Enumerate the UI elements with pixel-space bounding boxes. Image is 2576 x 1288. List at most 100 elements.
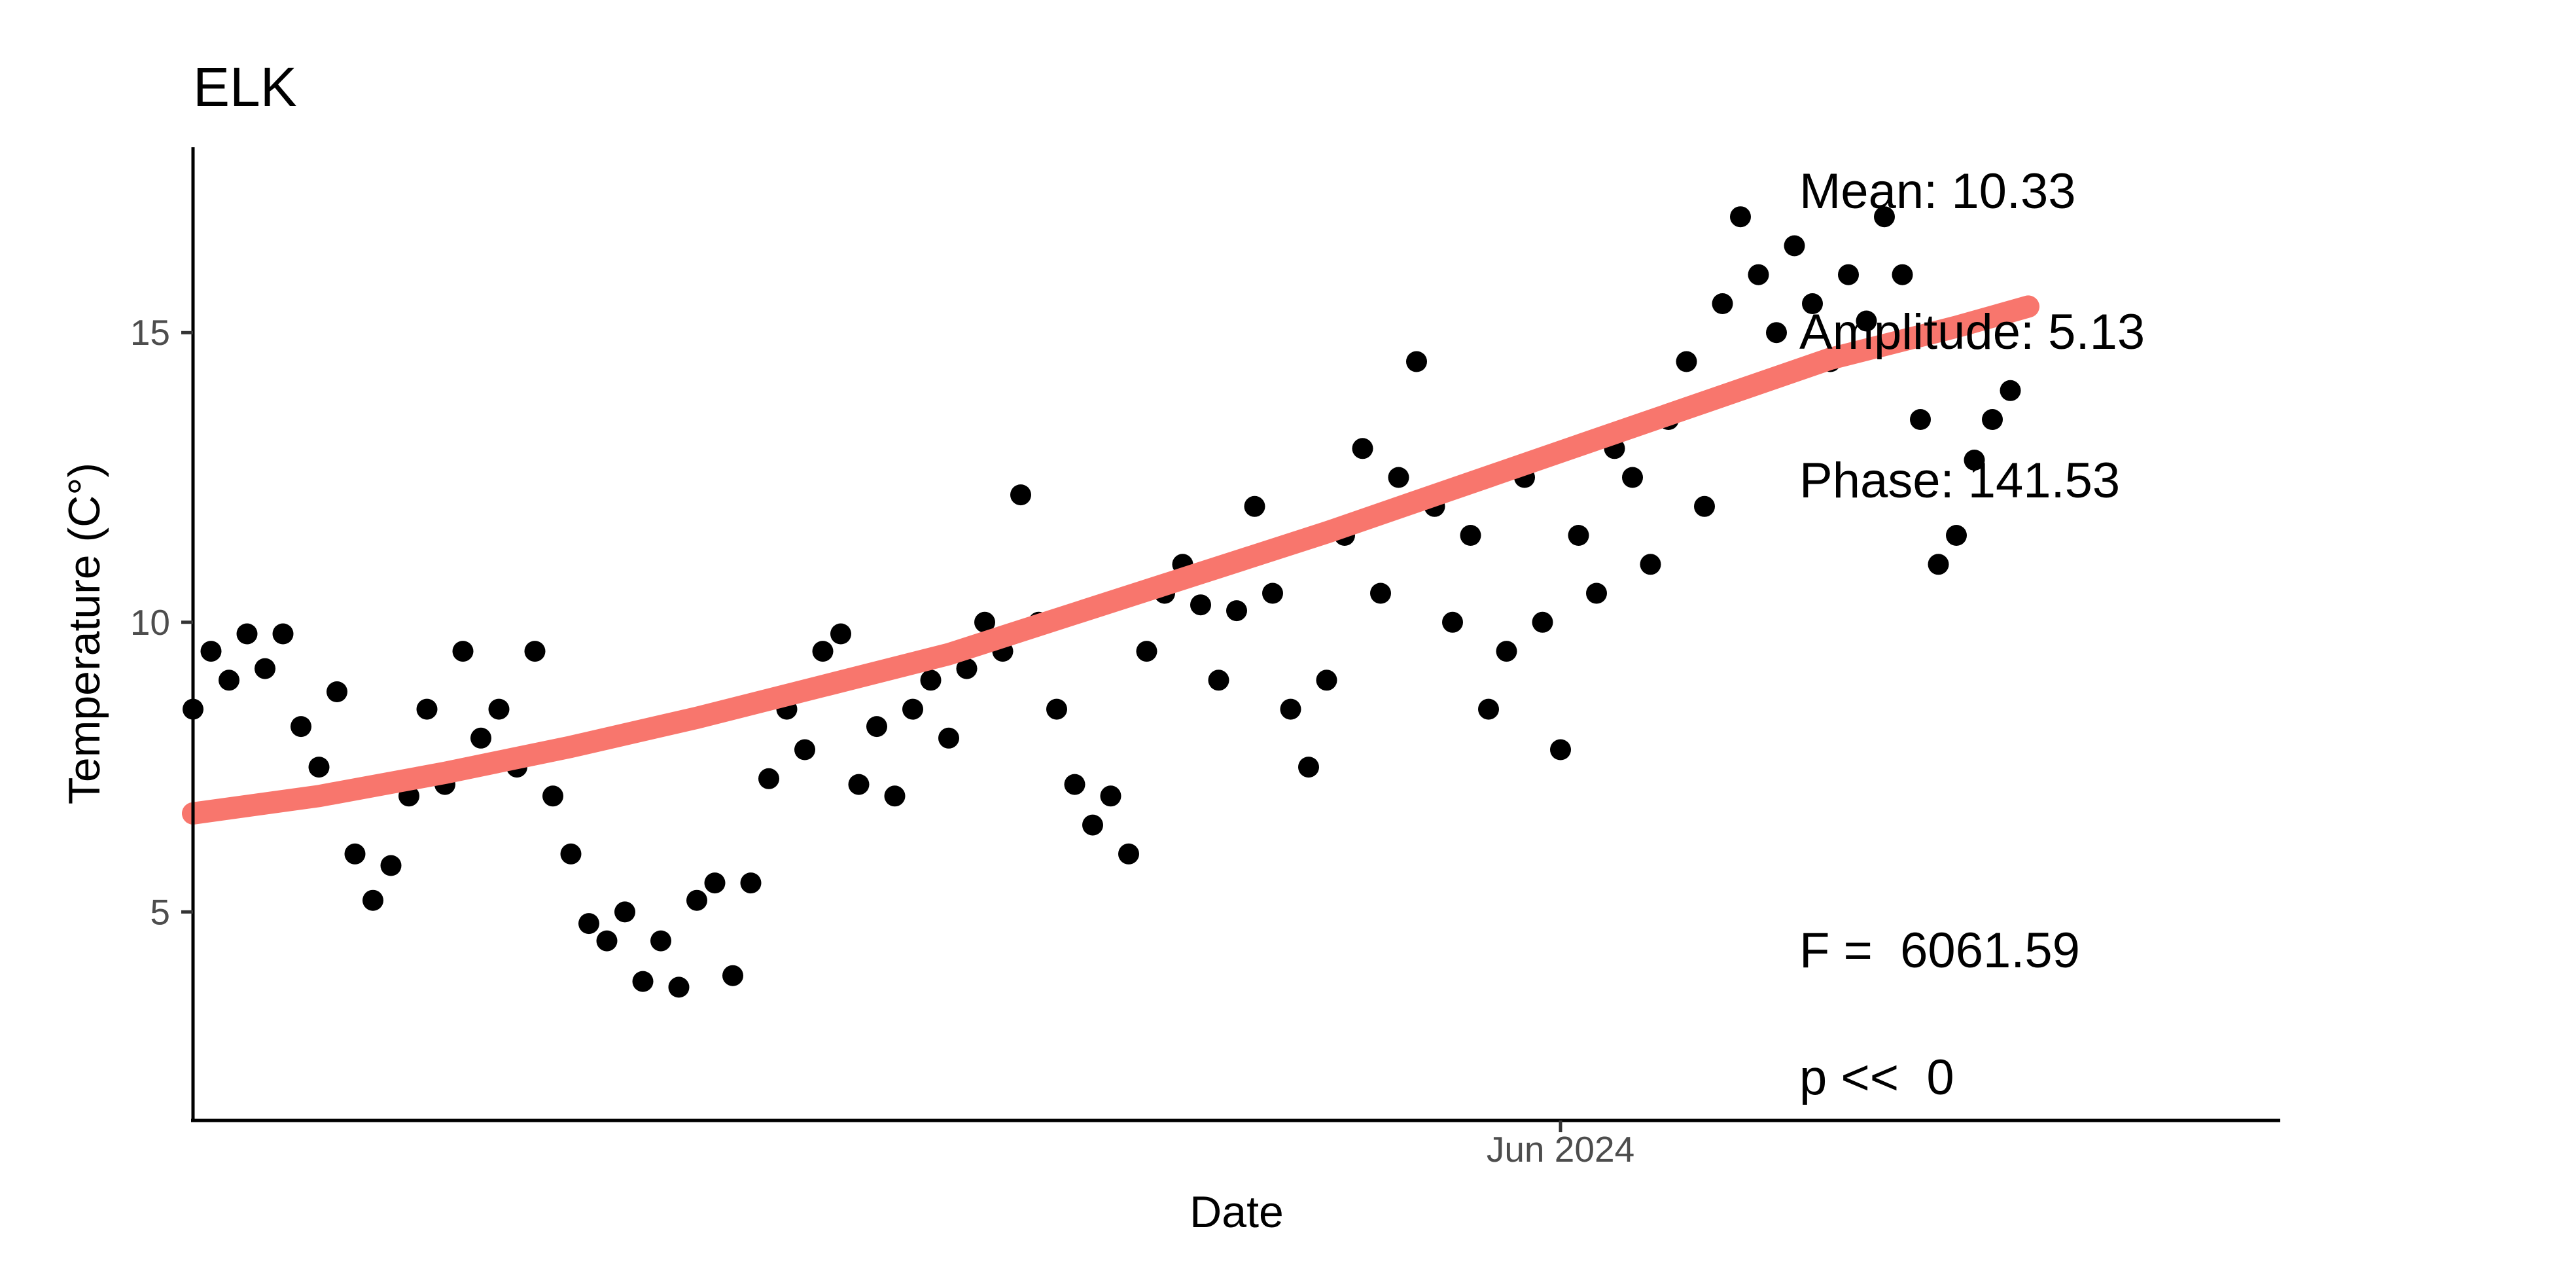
data-point	[219, 670, 239, 691]
data-point	[1478, 698, 1499, 720]
data-point	[1208, 670, 1229, 691]
annotation-f-stat: F = 6061.59	[1799, 923, 2080, 978]
data-point	[236, 623, 258, 645]
y-ticks: 5 10 15	[130, 312, 193, 932]
data-point	[1964, 450, 1985, 471]
data-point	[1622, 467, 1643, 488]
data-point	[1136, 641, 1157, 662]
data-point	[650, 930, 671, 952]
data-point	[1100, 785, 1121, 807]
data-point	[1586, 582, 1607, 604]
fit-curve	[182, 295, 2039, 825]
data-point	[1388, 467, 1409, 488]
data-point	[686, 889, 707, 911]
data-point	[1190, 594, 1211, 616]
data-point	[2000, 380, 2021, 401]
data-point	[1910, 409, 1931, 430]
data-point	[866, 716, 887, 738]
data-point	[1856, 310, 1877, 332]
chart-title: ELK	[193, 56, 297, 118]
data-point	[1784, 235, 1805, 257]
data-point	[1532, 611, 1553, 633]
annotation-amplitude: Amplitude: 5.13	[1799, 304, 2145, 360]
data-point	[1676, 351, 1697, 372]
data-point	[794, 739, 815, 760]
data-point	[614, 901, 635, 923]
annotation-phase: Phase: 141.53	[1799, 453, 2120, 509]
data-point	[1226, 600, 1247, 622]
data-point	[291, 716, 311, 738]
data-point	[812, 641, 834, 662]
data-point	[1802, 293, 1823, 314]
data-point	[722, 965, 743, 986]
data-point	[362, 889, 383, 911]
data-point	[470, 727, 491, 749]
data-point	[1748, 264, 1769, 285]
data-point	[200, 641, 222, 662]
data-point	[1406, 351, 1427, 372]
data-point	[1046, 698, 1067, 720]
y-tick-label: 15	[130, 312, 170, 353]
data-point	[344, 843, 366, 865]
data-point	[1928, 554, 1949, 575]
data-point	[1568, 525, 1589, 546]
data-point	[1874, 206, 1895, 228]
data-point	[578, 913, 599, 935]
data-point	[596, 930, 618, 952]
data-point	[740, 872, 762, 894]
data-point	[830, 623, 851, 645]
data-point	[1640, 554, 1661, 575]
data-point	[272, 623, 294, 645]
data-point	[1010, 484, 1031, 506]
data-point	[1730, 206, 1751, 228]
data-point	[380, 855, 402, 876]
data-point	[1064, 774, 1085, 795]
data-point	[1442, 611, 1463, 633]
data-point	[1370, 582, 1391, 604]
y-tick-label: 10	[130, 602, 170, 643]
data-point	[1280, 698, 1301, 720]
data-point	[1496, 641, 1517, 662]
data-point	[1946, 525, 1967, 546]
data-point	[542, 785, 563, 807]
data-point	[902, 698, 923, 720]
y-tick-label: 5	[150, 891, 170, 932]
data-point	[1694, 495, 1715, 517]
data-point	[704, 872, 726, 894]
annotation-mean: Mean: 10.33	[1799, 164, 2076, 219]
data-point	[524, 641, 546, 662]
data-point	[255, 658, 275, 679]
data-point	[488, 698, 510, 720]
data-point	[848, 774, 870, 795]
data-point	[758, 768, 779, 789]
data-point	[1460, 525, 1481, 546]
data-point	[1712, 293, 1733, 314]
data-point	[920, 670, 942, 691]
data-point	[1298, 757, 1319, 778]
data-point	[974, 611, 995, 633]
data-point	[884, 785, 906, 807]
data-point	[956, 658, 978, 679]
data-point	[1838, 264, 1859, 285]
y-axis-title: Temperature (C°)	[60, 463, 109, 804]
x-ticks: Jun 2024	[1487, 1120, 1634, 1170]
data-point	[1982, 409, 2003, 430]
annotation-p-value: p << 0	[1799, 1050, 1954, 1105]
data-point	[1550, 739, 1571, 760]
data-point	[326, 681, 347, 702]
data-point	[938, 727, 959, 749]
data-point	[1316, 670, 1337, 691]
data-point	[308, 757, 330, 778]
data-point	[1118, 843, 1139, 865]
data-point	[632, 971, 654, 992]
data-point	[452, 641, 474, 662]
data-point	[1352, 438, 1373, 459]
x-axis-title: Date	[1190, 1187, 1284, 1237]
data-point	[1262, 582, 1283, 604]
data-point	[1082, 814, 1103, 836]
data-point	[668, 976, 690, 998]
data-point	[1766, 322, 1787, 344]
fit-curve-group	[182, 295, 2039, 825]
x-tick-label: Jun 2024	[1487, 1129, 1634, 1170]
